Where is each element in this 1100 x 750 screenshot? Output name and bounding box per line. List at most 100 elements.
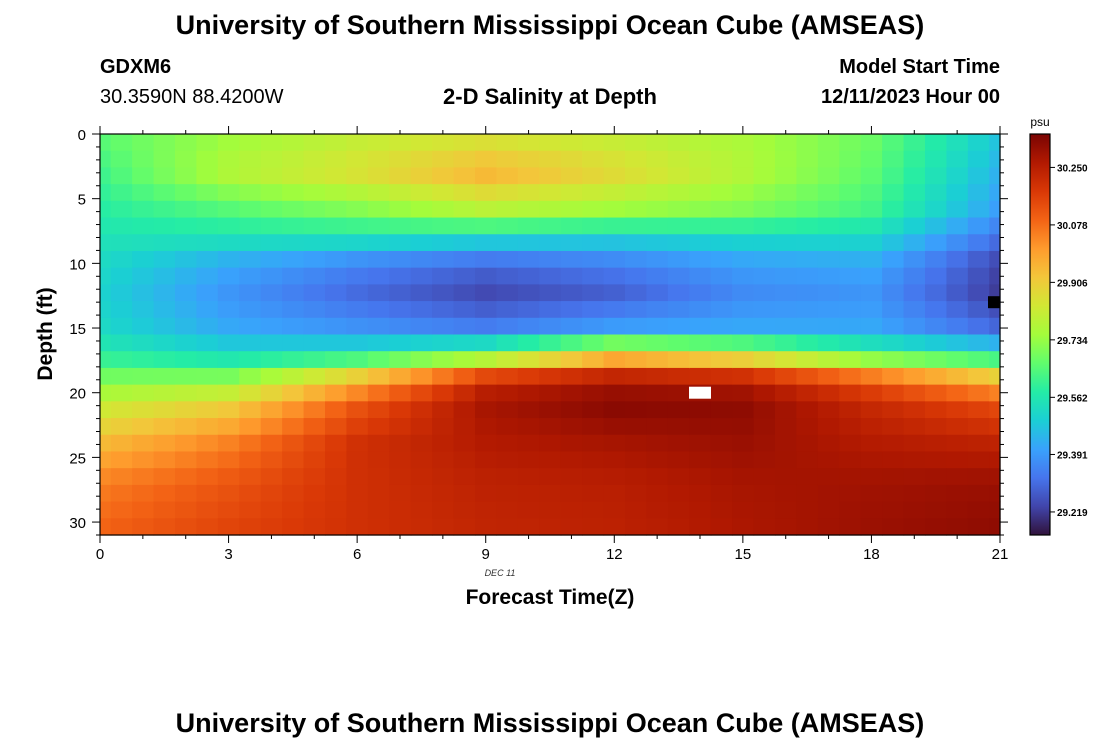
heatmap-cell <box>582 501 605 519</box>
heatmap-cell <box>325 334 348 352</box>
heatmap-cell <box>796 451 819 469</box>
heatmap-cell <box>967 301 990 319</box>
heatmap-cell <box>925 317 948 336</box>
heatmap-cell <box>100 167 112 185</box>
heatmap-cell <box>710 150 733 169</box>
heatmap-cell <box>796 200 819 219</box>
heatmap-cell <box>882 384 905 402</box>
heatmap-cell <box>903 518 926 536</box>
heatmap-cell <box>989 334 1001 352</box>
heatmap-cell <box>646 217 669 235</box>
heatmap-cell <box>689 418 712 436</box>
heatmap-cell <box>839 250 862 269</box>
heatmap-cell <box>175 518 198 536</box>
heatmap-cell <box>346 484 369 503</box>
heatmap-cell <box>710 384 733 402</box>
heatmap-cell <box>475 518 498 536</box>
heatmap-cell <box>303 301 326 319</box>
heatmap-cell <box>603 184 626 202</box>
heatmap-cell <box>260 234 283 252</box>
heatmap-cell <box>260 150 283 169</box>
heatmap-cell <box>389 317 412 336</box>
heatmap-cell <box>775 284 798 302</box>
heatmap-cell <box>689 351 712 369</box>
heatmap-cell <box>903 351 926 369</box>
heatmap-cell <box>775 401 798 419</box>
heatmap-cell <box>925 234 948 252</box>
heatmap-cell <box>539 250 562 269</box>
heatmap-cell <box>689 267 712 285</box>
heatmap-cell <box>260 217 283 235</box>
heatmap-cell <box>625 167 648 185</box>
heatmap-cell <box>925 418 948 436</box>
heatmap-cell <box>110 167 133 185</box>
heatmap-cell <box>346 384 369 402</box>
heatmap-cell <box>410 250 433 269</box>
heatmap-cell <box>410 384 433 402</box>
heatmap-cell <box>732 501 755 519</box>
heatmap-cell <box>775 501 798 519</box>
heatmap-cell <box>946 134 969 152</box>
heatmap-cell <box>603 167 626 185</box>
heatmap-cell <box>410 501 433 519</box>
heatmap-cell <box>882 217 905 235</box>
heatmap-cell <box>196 184 219 202</box>
heatmap-cell <box>667 334 690 352</box>
heatmap-cell <box>325 150 348 169</box>
heatmap-cell <box>517 451 540 469</box>
heatmap-cell <box>732 301 755 319</box>
heatmap-cell <box>753 301 776 319</box>
heatmap-cell <box>839 200 862 219</box>
heatmap-cell <box>432 267 455 285</box>
heatmap-cell <box>925 518 948 536</box>
heatmap-cell <box>260 351 283 369</box>
heatmap-cell <box>367 401 390 419</box>
heatmap-cell <box>753 468 776 486</box>
heatmap-cell <box>646 518 669 536</box>
heatmap-cell <box>367 334 390 352</box>
heatmap-cell <box>839 434 862 453</box>
heatmap-cell <box>882 351 905 369</box>
heatmap-cell <box>817 250 840 269</box>
heatmap-cell <box>196 451 219 469</box>
heatmap-cell <box>175 401 198 419</box>
heatmap-cell <box>925 150 948 169</box>
heatmap-cell <box>582 150 605 169</box>
heatmap-cell <box>967 501 990 519</box>
heatmap-cell <box>582 234 605 252</box>
heatmap-cell <box>753 150 776 169</box>
heatmap-cell <box>582 184 605 202</box>
heatmap-cell <box>667 501 690 519</box>
heatmap-cell <box>967 451 990 469</box>
heatmap-cell <box>839 284 862 302</box>
heatmap-cell <box>453 250 476 269</box>
heatmap-cell <box>260 317 283 336</box>
heatmap-cell <box>817 267 840 285</box>
heatmap-cell <box>325 484 348 503</box>
heatmap-cell <box>303 334 326 352</box>
heatmap-cell <box>303 134 326 152</box>
heatmap-cell <box>282 167 305 185</box>
heatmap-cell <box>110 384 133 402</box>
heatmap-cell <box>946 284 969 302</box>
heatmap-cell <box>432 518 455 536</box>
x-tick-label: 9 <box>482 546 490 563</box>
heatmap-cell <box>100 250 112 269</box>
heatmap-cell <box>410 317 433 336</box>
heatmap-cell <box>239 367 262 386</box>
heatmap-cell <box>410 134 433 152</box>
heatmap-cell <box>260 167 283 185</box>
heatmap-cell <box>903 451 926 469</box>
heatmap-cell <box>389 501 412 519</box>
heatmap-cell <box>560 284 583 302</box>
heatmap-cell <box>925 367 948 386</box>
heatmap-cell <box>925 401 948 419</box>
heatmap-cell <box>732 250 755 269</box>
heatmap-cell <box>389 367 412 386</box>
heatmap-cell <box>239 451 262 469</box>
heatmap-cell <box>860 367 883 386</box>
heatmap-cell <box>475 501 498 519</box>
heatmap-cell <box>882 418 905 436</box>
heatmap-cell <box>710 468 733 486</box>
heatmap-cell <box>453 401 476 419</box>
